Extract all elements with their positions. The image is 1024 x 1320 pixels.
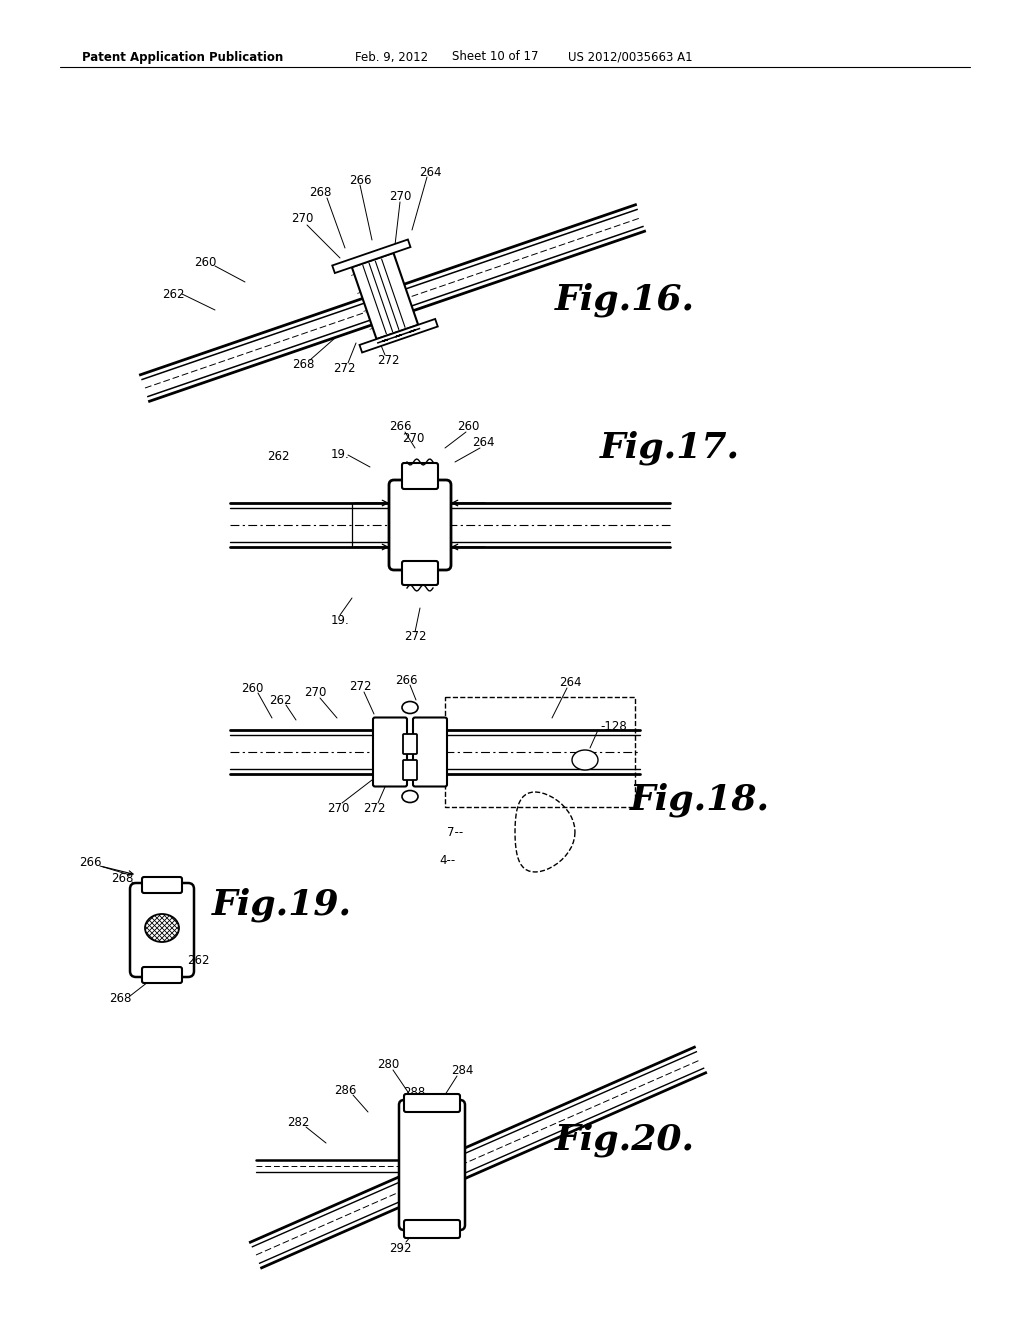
FancyBboxPatch shape [403,760,417,780]
Text: 7--: 7-- [446,825,463,838]
Ellipse shape [145,913,179,942]
FancyBboxPatch shape [404,1220,460,1238]
Text: 270: 270 [401,432,424,445]
Text: 266: 266 [349,173,372,186]
Text: 264: 264 [559,676,582,689]
Text: Patent Application Publication: Patent Application Publication [82,50,284,63]
Text: 19.: 19. [331,449,349,462]
Text: 262: 262 [162,288,184,301]
Text: 284: 284 [451,1064,473,1077]
Polygon shape [359,319,438,352]
Bar [445,697,635,807]
Text: 270: 270 [304,685,327,698]
Text: 288: 288 [397,1206,419,1220]
Text: 272: 272 [362,801,385,814]
FancyBboxPatch shape [142,968,182,983]
FancyBboxPatch shape [389,480,451,570]
Text: 266: 266 [394,673,417,686]
Text: 266: 266 [79,855,101,869]
Text: 260: 260 [457,420,479,433]
Text: Fig.16.: Fig.16. [555,282,695,317]
Text: 262: 262 [268,693,291,706]
Text: 264: 264 [419,165,441,178]
Text: 292: 292 [389,1242,412,1254]
Ellipse shape [402,791,418,803]
FancyBboxPatch shape [142,876,182,894]
FancyBboxPatch shape [404,1094,460,1111]
Text: 268: 268 [292,359,314,371]
Text: 282: 282 [287,1115,309,1129]
Text: 272: 272 [349,680,372,693]
FancyBboxPatch shape [403,734,417,754]
Text: Fig.20.: Fig.20. [555,1123,695,1158]
Text: 260: 260 [194,256,216,268]
Text: 19.: 19. [331,614,349,627]
Ellipse shape [402,701,418,714]
FancyBboxPatch shape [373,718,407,787]
Text: 290: 290 [407,1188,429,1201]
FancyBboxPatch shape [402,561,438,585]
Text: 268: 268 [111,871,133,884]
Text: -128: -128 [600,719,627,733]
Ellipse shape [572,750,598,770]
Text: 264: 264 [472,437,495,450]
Text: 262: 262 [186,953,209,966]
Text: 4--: 4-- [439,854,455,866]
Text: US 2012/0035663 A1: US 2012/0035663 A1 [568,50,692,63]
Text: 286: 286 [334,1084,356,1097]
Text: Feb. 9, 2012: Feb. 9, 2012 [355,50,428,63]
Polygon shape [332,239,411,273]
Text: 268: 268 [109,991,131,1005]
Text: Fig.18.: Fig.18. [630,783,770,817]
Text: 262: 262 [266,450,289,463]
Text: Sheet 10 of 17: Sheet 10 of 17 [452,50,539,63]
FancyBboxPatch shape [399,1100,465,1230]
Text: 268: 268 [309,186,331,199]
Text: 270: 270 [389,190,412,202]
Text: 260: 260 [241,681,263,694]
Polygon shape [352,253,418,339]
Text: 272: 272 [333,362,355,375]
Text: 266: 266 [389,421,412,433]
FancyBboxPatch shape [402,463,438,488]
Text: Fig.19.: Fig.19. [212,888,352,923]
Text: 270: 270 [327,801,349,814]
FancyBboxPatch shape [413,718,447,787]
Text: 270: 270 [291,211,313,224]
Text: 272: 272 [377,354,399,367]
FancyBboxPatch shape [130,883,194,977]
Text: Fig.17.: Fig.17. [600,430,740,465]
Text: 288: 288 [402,1085,425,1098]
Text: 280: 280 [377,1059,399,1072]
Text: 272: 272 [403,631,426,644]
